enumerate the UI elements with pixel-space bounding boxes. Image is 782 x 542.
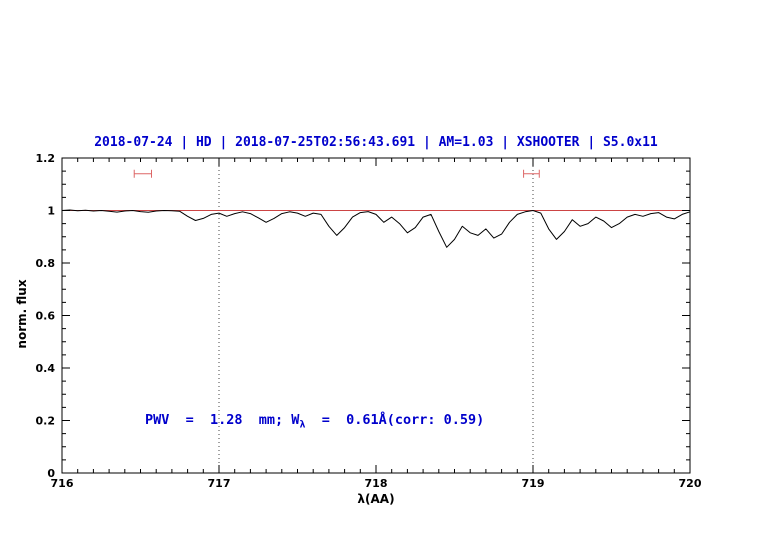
y-tick-label: 0 xyxy=(47,467,55,480)
y-tick-label: 0.8 xyxy=(36,257,56,270)
chart-title: 2018-07-24 | HD | 2018-07-25T02:56:43.69… xyxy=(94,135,658,150)
y-tick-label: 1 xyxy=(47,205,55,218)
x-tick-label: 716 xyxy=(51,477,74,490)
x-tick-label: 717 xyxy=(208,477,231,490)
y-axis-label: norm. flux xyxy=(15,279,29,349)
y-tick-label: 1.2 xyxy=(36,152,56,165)
y-tick-label: 0.4 xyxy=(36,362,56,375)
x-axis-label: λ(AA) xyxy=(357,492,395,506)
spectrum-line xyxy=(61,209,691,248)
pwv-annotation: PWV = 1.28 mm; Wλ = 0.61Å(corr: 0.59) xyxy=(145,412,484,431)
y-tick-label: 0.6 xyxy=(36,310,56,323)
annotation-prefix: PWV = 1.28 mm; W xyxy=(145,412,300,428)
annotation-suffix: = 0.61Å(corr: 0.59) xyxy=(305,412,485,428)
x-tick-label: 720 xyxy=(679,477,702,490)
x-tick-label: 718 xyxy=(365,477,388,490)
x-tick-label: 719 xyxy=(522,477,545,490)
annotation-lambda-sub: λ xyxy=(299,419,306,431)
y-tick-label: 0.2 xyxy=(36,415,56,428)
